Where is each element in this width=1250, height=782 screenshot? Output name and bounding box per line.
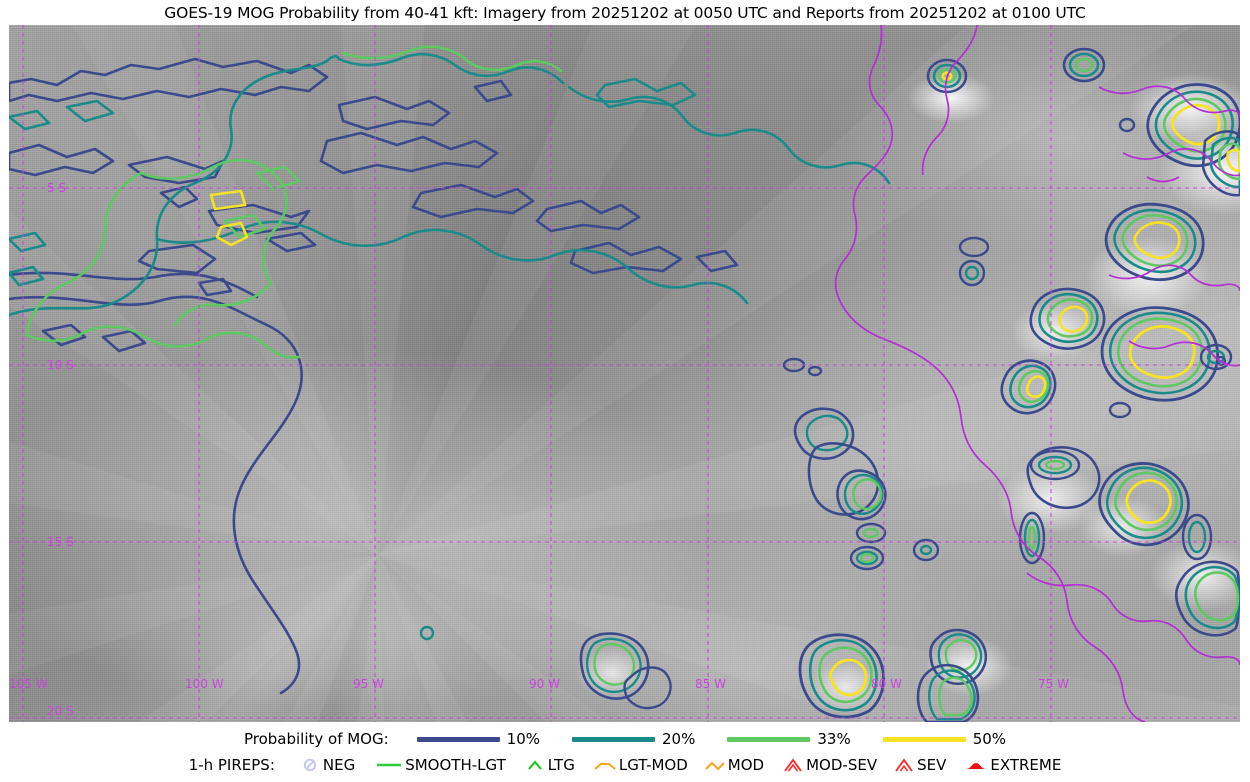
prob-10-label: 10% — [506, 730, 541, 748]
mod-chevron-icon — [704, 756, 726, 774]
prob-33-swatch — [727, 736, 811, 742]
pireps-legend-title: 1-h PIREPS: — [188, 756, 275, 774]
prob-50-label: 50% — [972, 730, 1007, 748]
ltg-chevron-icon — [524, 756, 546, 774]
smooth-lgt-line-icon — [375, 756, 403, 774]
graticule-labels: 105 W 100 W 95 W 90 W 85 W 80 W 75 W 5 S… — [9, 181, 1069, 718]
legend-item-pirep-sev[interactable]: SEV — [893, 756, 946, 774]
lon-label: 100 W — [185, 677, 224, 691]
pirep-ltg-label: LTG — [547, 756, 575, 774]
pirep-neg-label: NEG — [322, 756, 356, 774]
extreme-filled-triangle-icon — [964, 756, 988, 774]
sev-peak-icon — [893, 756, 915, 774]
legend-item-pirep-ltg[interactable]: LTG — [524, 756, 575, 774]
convective-cloudtops-layer — [9, 25, 1240, 722]
mod-sev-nested-triangle-icon — [782, 756, 804, 774]
page-title: GOES-19 MOG Probability from 40-41 kft: … — [164, 3, 1086, 22]
lgt-mod-flat-triangle-icon — [593, 756, 617, 774]
lat-label: 15 S — [47, 535, 74, 549]
legend-item-pirep-lgt-mod[interactable]: LGT-MOD — [593, 756, 688, 774]
pireps-legend-row: 1-h PIREPS: NEG SMOOTH-LGT — [0, 752, 1250, 778]
legend-item-prob-33[interactable]: 33% — [727, 730, 851, 748]
probability-legend-title: Probability of MOG: — [243, 730, 389, 748]
image-noise-layer — [9, 25, 1240, 722]
lon-label: 80 W — [871, 677, 902, 691]
legend-item-pirep-smooth-lgt[interactable]: SMOOTH-LGT — [375, 756, 506, 774]
legend-item-prob-10[interactable]: 10% — [416, 730, 541, 748]
legend-item-prob-50[interactable]: 50% — [882, 730, 1007, 748]
pirep-sev-label: SEV — [917, 756, 947, 774]
prob-10-swatch — [416, 736, 500, 742]
lon-label: 105 W — [9, 677, 48, 691]
legend-item-prob-20[interactable]: 20% — [572, 730, 695, 748]
lon-label: 90 W — [529, 677, 560, 691]
pirep-lgt-mod-label: LGT-MOD — [618, 756, 688, 774]
lat-label: 5 S — [47, 181, 66, 195]
lat-label: 10 S — [47, 358, 74, 372]
coastline-boundary — [834, 25, 1240, 722]
prob-50-swatch — [882, 736, 966, 742]
lat-lon-graticule — [9, 25, 1240, 722]
contour-33pct — [25, 45, 563, 359]
prob-20-swatch — [572, 736, 656, 742]
pirep-extreme-label: EXTREME — [990, 756, 1062, 774]
probability-legend-row: Probability of MOG: 10% 20% 33% 50% — [0, 726, 1250, 752]
prob-33-label: 33% — [817, 730, 851, 748]
legend-item-pirep-neg[interactable]: NEG — [299, 756, 355, 774]
contour-50pct — [209, 189, 249, 247]
legend-item-pirep-mod[interactable]: MOD — [704, 756, 764, 774]
contour-20pct — [9, 52, 891, 317]
neg-circle-slash-icon — [299, 756, 321, 774]
pirep-smooth-lgt-label: SMOOTH-LGT — [405, 756, 506, 774]
lon-label: 85 W — [695, 677, 726, 691]
mog-probability-contours — [9, 45, 1240, 722]
prob-20-label: 20% — [662, 730, 696, 748]
pirep-mod-sev-label: MOD-SEV — [806, 756, 878, 774]
legend-item-pirep-mod-sev[interactable]: MOD-SEV — [782, 756, 877, 774]
legend-item-pirep-extreme[interactable]: EXTREME — [964, 756, 1061, 774]
pirep-mod-label: MOD — [727, 756, 765, 774]
lon-label: 95 W — [353, 677, 384, 691]
satellite-map-panel[interactable]: 105 W 100 W 95 W 90 W 85 W 80 W 75 W 5 S… — [9, 25, 1240, 722]
legend: Probability of MOG: 10% 20% 33% 50% — [0, 722, 1250, 782]
convective-cell-cluster — [419, 47, 1240, 722]
lon-label: 75 W — [1038, 677, 1069, 691]
lat-label: 20 S — [47, 704, 74, 718]
